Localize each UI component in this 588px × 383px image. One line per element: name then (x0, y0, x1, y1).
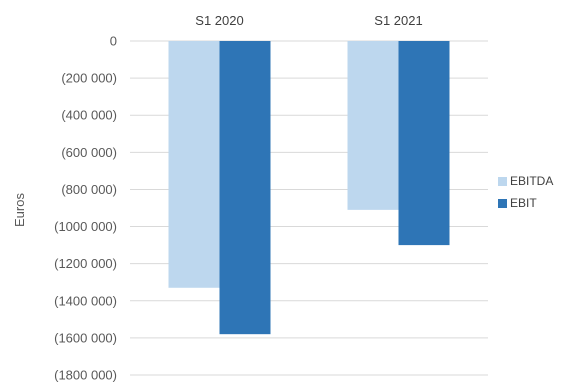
legend: EBITDA EBIT (498, 172, 553, 216)
y-tick-label: (1200 000) (54, 256, 117, 271)
y-tick-label: (600 000) (61, 145, 117, 160)
category-labels: S1 2020 S1 2021 (195, 13, 422, 28)
legend-item-ebit: EBIT (498, 194, 553, 212)
y-tick-label: (200 000) (61, 71, 117, 86)
y-tick-label: (800 000) (61, 182, 117, 197)
legend-swatch-ebitda (498, 176, 507, 186)
y-tick-label: (1000 000) (54, 219, 117, 234)
y-axis-label: Euros (12, 193, 27, 227)
y-tick-label: (1600 000) (54, 330, 117, 345)
category-label: S1 2020 (195, 13, 243, 28)
category-label: S1 2021 (374, 13, 422, 28)
y-tick-label: (400 000) (61, 108, 117, 123)
legend-item-ebitda: EBITDA (498, 172, 553, 190)
bar-ebit-s1-2020 (219, 41, 271, 335)
y-tick-label: 0 (110, 34, 117, 49)
bars (168, 41, 450, 335)
legend-label-ebit: EBIT (510, 196, 537, 210)
bar-ebit-s1-2021 (398, 41, 450, 246)
y-tick-label: (1400 000) (54, 293, 117, 308)
bar-ebitda-s1-2020 (168, 41, 220, 288)
legend-label-ebitda: EBITDA (510, 174, 554, 188)
y-tick-label: (1800 000) (54, 368, 117, 383)
y-axis-ticks: 0 (200 000) (400 000) (600 000) (800 000) (10… (54, 34, 117, 383)
bar-ebitda-s1-2021 (347, 41, 399, 210)
legend-swatch-ebit (498, 198, 507, 208)
